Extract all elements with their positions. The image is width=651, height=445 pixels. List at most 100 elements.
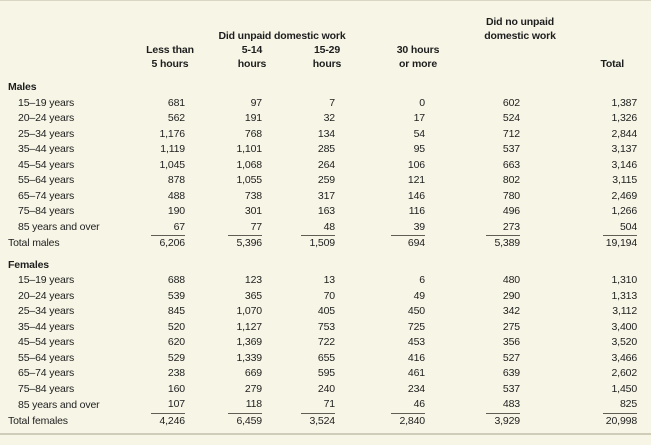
- cell-value: 3,929: [494, 414, 520, 427]
- table-row: 20–24 years 539 365 70 49 290 1,313: [0, 289, 651, 305]
- cell-value: 1,310: [611, 274, 638, 286]
- cell-value: 537: [502, 143, 520, 155]
- cell-value: 722: [317, 336, 335, 348]
- cell-value: 19,194: [605, 237, 638, 249]
- cell-value: 5,389: [494, 237, 520, 249]
- cell-value: 240: [317, 382, 335, 395]
- cell-value: 190: [167, 205, 185, 217]
- underlined-value: 825: [603, 397, 637, 414]
- cell-value: 1,326: [611, 112, 638, 124]
- cell-value: 537: [502, 382, 520, 395]
- cell-value: 146: [407, 189, 425, 202]
- table-row: 75–84 years 160 279 240 234 537 1,450: [0, 382, 651, 398]
- cell-value: 768: [244, 127, 262, 140]
- cell-value: 725: [407, 320, 425, 333]
- group-header-line2: domestic work: [484, 30, 556, 42]
- column-header-5-14-hours: 5-14 hours: [237, 44, 267, 70]
- cell-value: 595: [317, 367, 335, 379]
- cell-value: 453: [407, 336, 425, 348]
- cell-value: 1,387: [611, 96, 638, 109]
- cell-value: 780: [502, 189, 520, 202]
- cell-value: 6: [419, 274, 425, 286]
- cell-value: 97: [250, 96, 263, 109]
- cell-value: 163: [317, 205, 335, 217]
- table-body: Males 15–19 years 681 97 7 0 602 1,387 20–24 yea…: [0, 80, 651, 429]
- table-row: 65–74 years 238 669 595 461 639 2,602: [0, 366, 651, 382]
- table-header: Did unpaid domestic work Did no unpaid d…: [0, 0, 651, 80]
- cell-value: 70: [323, 289, 336, 302]
- table-row: 65–74 years 488 738 317 146 780 2,469: [0, 189, 651, 205]
- table-row: 35–44 years 520 1,127 753 725 275 3,400: [0, 320, 651, 336]
- cell-value: 753: [317, 320, 335, 333]
- section-label: Females: [8, 258, 49, 271]
- cell-value: 529: [167, 351, 185, 364]
- cell-value: 1,339: [236, 351, 262, 364]
- cell-value: 106: [407, 158, 425, 171]
- row-label: 15–19 years: [18, 96, 75, 109]
- underlined-value: 67: [151, 220, 185, 236]
- cell-value: 6,459: [236, 414, 262, 427]
- cell-value: 655: [317, 351, 335, 364]
- cell-value: 118: [190, 397, 265, 414]
- cell-value: 67: [130, 220, 190, 236]
- row-label: 75–84 years: [18, 205, 75, 217]
- cell-value: 602: [502, 96, 520, 109]
- cell-value: 1,509: [309, 237, 335, 249]
- cell-value: 123: [244, 274, 262, 286]
- row-label: 25–34 years: [18, 127, 75, 140]
- total-row: Total males 6,206 5,396 1,509 694 5,389 19,194: [0, 236, 651, 252]
- table-row: 25–34 years 1,176 768 134 54 712 2,844: [0, 127, 651, 143]
- row-label: 20–24 years: [18, 112, 75, 124]
- row-label: 85 years and over: [18, 398, 100, 411]
- cell-value: 0: [419, 96, 425, 109]
- underlined-value: 48: [301, 220, 335, 236]
- cell-value: 3,112: [612, 305, 638, 317]
- table-row: 20–24 years 562 191 32 17 524 1,326: [0, 111, 651, 127]
- cell-value: 279: [244, 382, 262, 395]
- underlined-value: 107: [151, 397, 185, 414]
- cell-value: 620: [167, 336, 185, 348]
- cell-value: 1,070: [236, 305, 262, 317]
- cell-value: 712: [502, 127, 520, 140]
- row-label: 35–44 years: [18, 143, 75, 155]
- cell-value: 2,602: [611, 367, 638, 379]
- cell-value: 539: [167, 289, 185, 302]
- cell-value: 20,998: [605, 414, 638, 427]
- row-label: Total females: [8, 414, 68, 427]
- cell-value: 5,396: [236, 237, 262, 249]
- cell-value: 845: [167, 305, 185, 317]
- cell-value: 461: [407, 367, 425, 379]
- section-header-row: Females: [0, 252, 651, 274]
- cell-value: 1,127: [236, 320, 262, 333]
- cell-value: 524: [502, 112, 520, 124]
- row-label: Total males: [8, 237, 60, 249]
- row-label: 45–54 years: [18, 158, 75, 171]
- cell-value: 1,369: [236, 336, 262, 348]
- cell-value: 738: [244, 189, 262, 202]
- cell-value: 694: [407, 237, 425, 249]
- cell-value: 107: [130, 397, 190, 414]
- cell-value: 46: [338, 397, 428, 414]
- table-row: 35–44 years 1,119 1,101 285 95 537 3,137: [0, 142, 651, 158]
- underlined-value: 504: [603, 220, 637, 236]
- row-label: 15–19 years: [18, 274, 75, 286]
- cell-value: 3,524: [309, 414, 335, 427]
- cell-value: 77: [190, 220, 265, 236]
- cell-value: 405: [317, 305, 335, 317]
- cell-value: 520: [167, 320, 185, 333]
- total-row: Total females 4,246 6,459 3,524 2,840 3,929 20…: [0, 414, 651, 430]
- cell-value: 7: [329, 96, 335, 109]
- row-label: 65–74 years: [18, 189, 75, 202]
- table-row: 75–84 years 190 301 163 116 496 1,266: [0, 204, 651, 220]
- cell-value: 802: [502, 174, 520, 186]
- underlined-value: 483: [486, 397, 520, 414]
- cell-value: 2,844: [611, 127, 638, 140]
- cell-value: 32: [323, 112, 336, 124]
- cell-value: 356: [502, 336, 520, 348]
- cell-value: 3,466: [611, 351, 638, 364]
- cell-value: 13: [323, 274, 336, 286]
- column-header-15-29-hours: 15-29 hours: [312, 44, 342, 70]
- cell-value: 238: [167, 367, 185, 379]
- cell-value: 3,137: [611, 143, 638, 155]
- table-row: 55–64 years 878 1,055 259 121 802 3,115: [0, 173, 651, 189]
